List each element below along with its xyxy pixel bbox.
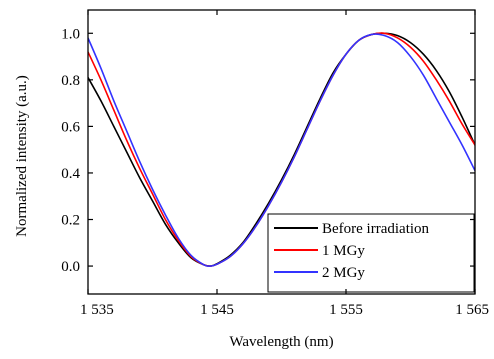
series-line-2 (88, 33, 475, 268)
y-tick-label-5: 1.0 (61, 26, 80, 42)
y-axis-title: Normalized intensity (a.u.) (14, 75, 30, 237)
plot-area (88, 32, 475, 268)
y-tick-label-0: 0.0 (61, 259, 80, 275)
y-tick-label-2: 0.4 (61, 166, 80, 182)
y-tick-label-4: 0.8 (61, 73, 80, 89)
plot-frame (87, 9, 476, 295)
y-tick-label-1: 0.2 (61, 213, 80, 229)
x-tick-label-3: 1 565 (455, 302, 489, 318)
legend-label-1: 1 MGy (322, 243, 365, 259)
x-axis-title: Wavelength (nm) (229, 334, 333, 350)
axes: 1 535 1 545 1 555 1 565 0.0 0.2 0.4 0.6 0.8 1.0 Wa… (14, 9, 489, 350)
legend-label-2: 2 MGy (322, 265, 365, 281)
legend: Before irradiation 1 MGy 2 MGy (267, 213, 475, 293)
series-line-0 (88, 32, 475, 267)
x-tick-label-2: 1 555 (329, 302, 363, 318)
x-tick-label-0: 1 535 (80, 302, 114, 318)
x-tick-label-1: 1 545 (200, 302, 234, 318)
y-tick-label-3: 0.6 (61, 119, 80, 135)
legend-label-0: Before irradiation (322, 221, 430, 237)
